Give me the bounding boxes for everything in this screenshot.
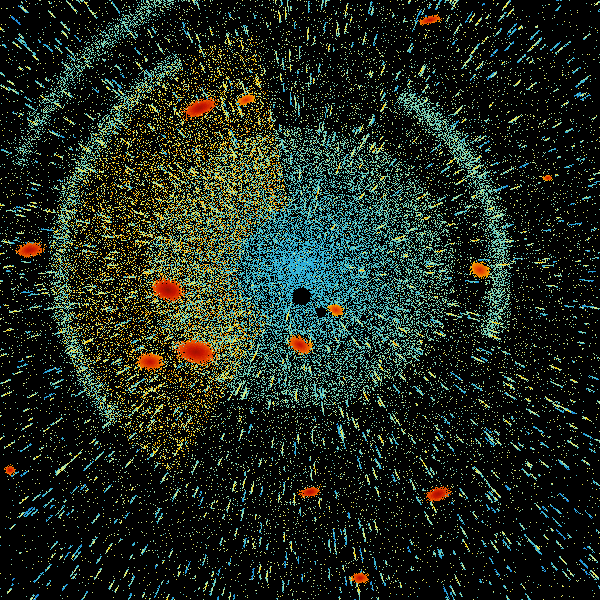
image-viewer [0, 0, 600, 600]
intensity-map-canvas [0, 0, 600, 600]
